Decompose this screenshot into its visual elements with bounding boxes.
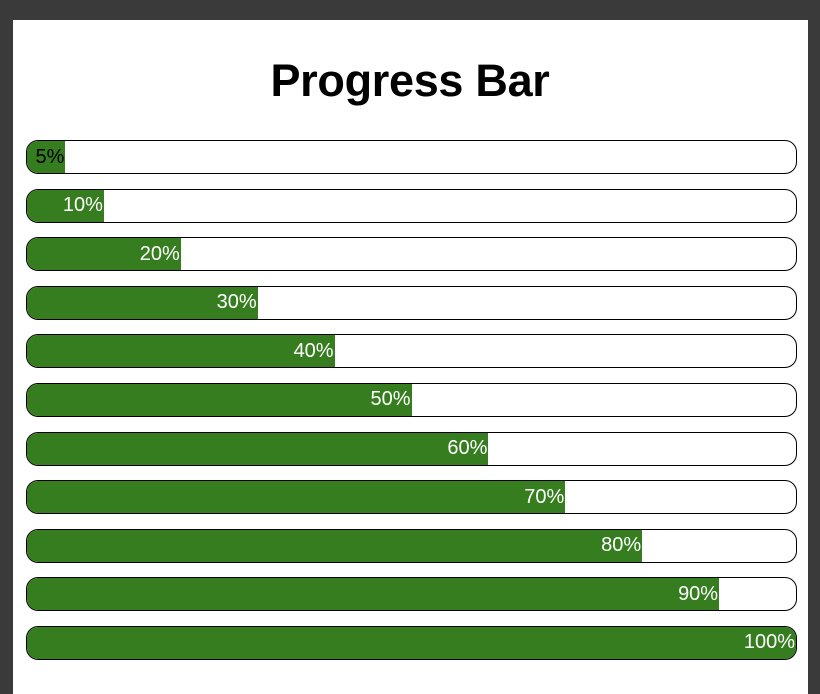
progress-bar-fill: 70%	[27, 481, 566, 514]
progress-bar: 60%	[26, 431, 797, 466]
progress-bar: 5%	[26, 140, 797, 174]
progress-bar: 50%	[26, 382, 797, 417]
page-title: Progress Bar	[270, 55, 550, 106]
progress-bar-fill: 40%	[27, 335, 335, 368]
progress-bar: 80%	[26, 528, 797, 563]
progress-bar-fill: 90%	[27, 578, 720, 611]
progress-bar-fill: 80%	[27, 529, 643, 562]
progress-bar-fill: 10%	[27, 189, 104, 222]
progress-bar: 70%	[26, 480, 797, 515]
progress-bar: 40%	[26, 334, 797, 369]
progress-bar-fill: 30%	[27, 286, 258, 319]
progress-bar-fill: 5%	[27, 141, 66, 173]
progress-bar-fill: 100%	[27, 626, 796, 659]
progress-bar: 90%	[26, 577, 797, 612]
progress-bar-list: 5% 10% 20% 30% 40% 50% 60% 70% 80% 90% 100%	[26, 140, 797, 675]
progress-bar-fill: 20%	[27, 238, 181, 271]
progress-bar: 20%	[26, 237, 797, 272]
progress-bar: 100%	[26, 625, 797, 660]
progress-bar: 10%	[26, 188, 797, 223]
progress-bar: 30%	[26, 285, 797, 320]
progress-bar-fill: 60%	[27, 432, 489, 465]
progress-bar-fill: 50%	[27, 383, 412, 416]
